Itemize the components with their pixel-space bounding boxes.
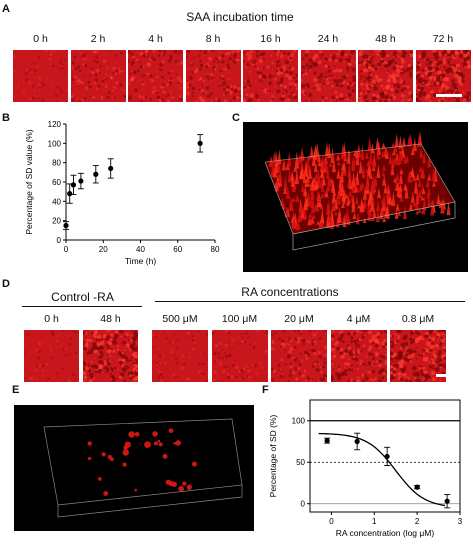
axes-frame xyxy=(309,399,461,513)
data-point-3 xyxy=(414,484,420,490)
y-tick-label-3: 60 xyxy=(52,178,61,187)
chart-f: 0 1 2 3 0 50 100 RA concentration (log μM) Perce… xyxy=(262,392,472,550)
data-point-0 xyxy=(324,438,330,444)
y-axis-label: Percentage of SD (%) xyxy=(268,414,278,497)
y-tick-label-2: 40 xyxy=(52,197,61,206)
x-axis-label: Time (h) xyxy=(125,256,156,266)
x-tick-label-3: 3 xyxy=(458,517,463,526)
tile-label-d-control-0: 0 h xyxy=(44,313,59,325)
scale-bar-d xyxy=(436,374,462,377)
fibril-surface xyxy=(265,130,455,234)
microscopy-tile-a-5 xyxy=(300,50,356,102)
microscopy-tile-d-ra-1 xyxy=(211,330,268,382)
panel-d-control-underline xyxy=(22,306,142,307)
y-tick-label-1: 50 xyxy=(296,458,305,467)
y-tick-label-0: 0 xyxy=(57,236,62,245)
x-tick-label-2: 40 xyxy=(136,245,145,254)
tile-label-d-ra-2: 20 μM xyxy=(284,313,314,325)
data-point-4 xyxy=(93,171,99,177)
microscopy-tile-a-6 xyxy=(358,50,413,102)
microscopy-tile-d-ra-3 xyxy=(330,330,387,382)
tile-label-a-1: 2 h xyxy=(90,33,106,45)
data-point-1 xyxy=(354,438,360,445)
microscopy-tile-d-ra-2 xyxy=(271,330,327,382)
microscopy-tile-a-3 xyxy=(185,50,241,102)
y-axis-label: Percentage of SD value (%) xyxy=(24,129,34,235)
data-point-2 xyxy=(384,453,390,460)
x-axis-label: RA concentration (log μM) xyxy=(336,528,435,538)
scale-bar-a xyxy=(436,94,462,97)
microscopy-tile-d-control-1 xyxy=(83,330,138,382)
x-tick-label-0: 0 xyxy=(64,245,69,254)
microscopy-tile-d-control-0 xyxy=(24,330,79,382)
tile-label-d-control-1: 48 h xyxy=(100,313,121,325)
panel-e-3d-svg xyxy=(43,418,243,518)
panel-d-control-title: Control -RA xyxy=(51,290,114,304)
data-point-0 xyxy=(63,222,69,229)
x-tick-label-3: 60 xyxy=(173,245,182,254)
microscopy-tile-a-4 xyxy=(243,50,298,102)
y-tick-label-0: 0 xyxy=(301,500,306,509)
data-point-6 xyxy=(197,140,203,146)
tile-label-a-2: 4 h xyxy=(148,33,163,45)
panel-a-title: SAA incubation time xyxy=(186,10,294,24)
tile-label-a-3: 8 h xyxy=(205,33,221,45)
microscopy-tile-d-ra-0 xyxy=(152,330,208,382)
panel-letter-f: F xyxy=(262,384,269,396)
fit-curve xyxy=(318,432,446,507)
panel-letter-e: E xyxy=(12,384,20,396)
tile-label-d-ra-4: 0.8 μM xyxy=(401,313,435,325)
y-tick-label-5: 100 xyxy=(48,139,62,148)
microscopy-tile-a-2 xyxy=(128,50,183,102)
y-tick-label-1: 20 xyxy=(52,217,61,226)
x-tick-label-2: 2 xyxy=(415,517,420,526)
panel-letter-b: B xyxy=(2,112,10,124)
panel-e-3d-render xyxy=(14,405,254,531)
tile-label-d-ra-1: 100 μM xyxy=(221,313,258,325)
x-tick-label-1: 20 xyxy=(99,245,108,254)
tile-label-a-0: 0 h xyxy=(33,33,48,45)
chart-b-svg: 0 20 40 60 80 0 20 40 60 80 100 120 Time (h) Percenta… xyxy=(24,120,220,266)
panel-letter-d: D xyxy=(2,278,10,290)
microscopy-tile-d-ra-4 xyxy=(390,330,446,382)
tile-label-a-5: 24 h xyxy=(317,33,339,45)
wireframe-top xyxy=(264,143,456,203)
panel-d-ra-title: RA concentrations xyxy=(241,285,339,299)
data-point-1 xyxy=(67,191,73,197)
y-tick-label-4: 80 xyxy=(52,159,61,168)
tile-label-a-6: 48 h xyxy=(375,33,396,45)
wireframe-base xyxy=(57,485,243,518)
y-tick-label-6: 120 xyxy=(48,120,62,129)
tile-label-a-4: 16 h xyxy=(260,33,281,45)
panel-c-3d-svg xyxy=(264,130,456,251)
y-tick-label-2: 100 xyxy=(292,417,306,426)
tile-label-d-ra-0: 500 μM xyxy=(162,313,198,325)
data-point-5 xyxy=(108,165,114,172)
microscopy-tile-a-0 xyxy=(13,50,68,102)
panel-letter-c: C xyxy=(232,112,240,124)
wireframe-left xyxy=(264,161,294,235)
panel-c-3d-render xyxy=(243,122,468,272)
panel-d-ra-underline xyxy=(155,301,465,302)
fibril-spots xyxy=(87,428,198,496)
wireframe-front xyxy=(292,201,456,251)
microscopy-tile-a-1 xyxy=(70,50,126,102)
tile-label-d-ra-3: 4 μM xyxy=(346,313,371,325)
data-point-3 xyxy=(78,178,84,184)
data-point-2 xyxy=(70,182,77,188)
x-tick-label-0: 0 xyxy=(329,517,334,526)
wireframe-box xyxy=(43,418,243,506)
x-tick-label-4: 80 xyxy=(211,245,220,254)
x-tick-label-1: 1 xyxy=(372,517,377,526)
chart-f-svg: 0 1 2 3 0 50 100 RA concentration (log μM) Perce… xyxy=(268,399,463,538)
data-point-4 xyxy=(444,498,450,504)
panel-letter-a: A xyxy=(2,3,10,15)
tile-label-a-7: 72 h xyxy=(432,33,454,45)
chart-b: 0 20 40 60 80 0 20 40 60 80 100 120 Time (h) Percenta… xyxy=(10,112,225,272)
